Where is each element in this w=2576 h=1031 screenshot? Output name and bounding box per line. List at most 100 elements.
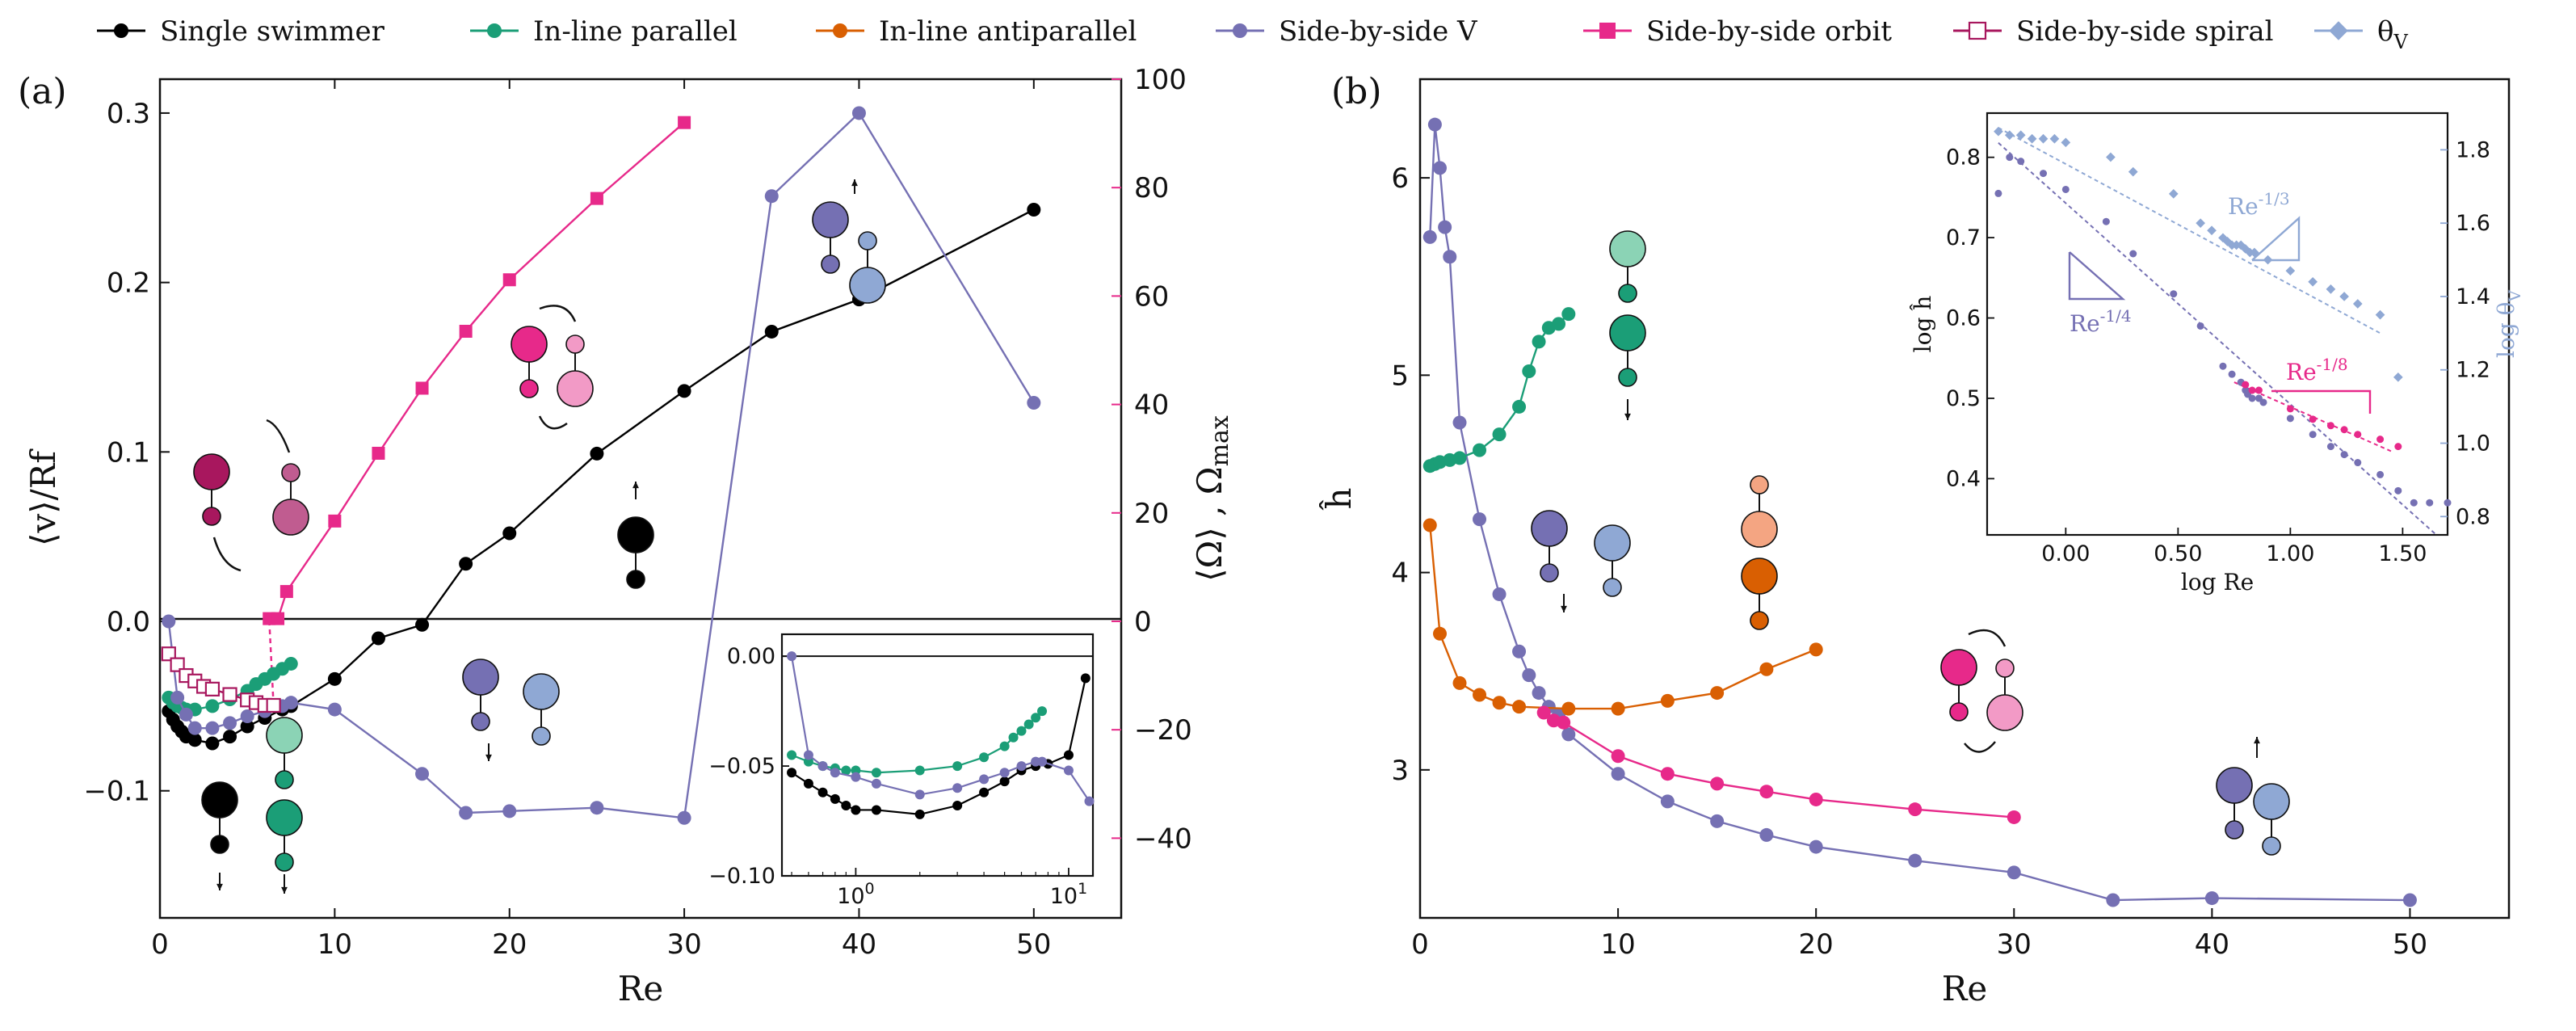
v-swimmer-left xyxy=(812,201,849,274)
a-point-side_spiral xyxy=(161,646,176,662)
a-point-side_v xyxy=(415,767,430,781)
arrow-up-head xyxy=(2254,737,2260,744)
inline-swimmer-follow xyxy=(1609,314,1646,387)
b-point-side_v xyxy=(1492,587,1507,601)
b-point-inline_antiparallel xyxy=(1759,662,1774,676)
a-ytick-right-label: 100 xyxy=(1134,64,1187,96)
inset-b-point-side_v xyxy=(2410,499,2418,507)
inset-b-slope-exponent: -1/4 xyxy=(2100,306,2132,326)
inset-a-point-side_v xyxy=(803,750,813,760)
inset-b-ytick-label: 0.8 xyxy=(1946,145,1981,170)
a-point-single xyxy=(415,617,430,632)
inset-b-point-theta xyxy=(2106,152,2116,162)
legend-marker-side_spiral xyxy=(1968,21,1987,40)
b-point-side_v xyxy=(1908,853,1923,868)
panel-a-ylabel: ⟨v⟩/Rf xyxy=(23,448,63,546)
inset-b-right-ylabel-sub: V xyxy=(2505,289,2524,302)
inset-a-xtick-label: 101 xyxy=(1050,880,1087,909)
swimmer-small-sphere xyxy=(210,835,229,854)
rotation-arrow xyxy=(1964,741,1996,753)
arrow-down-head xyxy=(281,886,288,894)
swimmer-large-sphere xyxy=(812,201,849,238)
b-point-side_v xyxy=(1532,686,1546,701)
swimmer-large-sphere xyxy=(1741,558,1778,595)
inset-b-point-theta xyxy=(2326,284,2336,294)
inset-b-ytick-label: 0.7 xyxy=(1946,225,1981,250)
panel-a-axes: 0 10 20 30 40 50−0.10.00.10.20.3−40−200204060… xyxy=(83,64,1191,961)
a-point-side_orbit xyxy=(590,191,603,205)
inset-b-ytick-right-label: 1.8 xyxy=(2456,137,2490,162)
b-point-side_orbit xyxy=(1611,749,1625,764)
panel-a-label: (a) xyxy=(18,71,67,112)
a-ytick-right-label: 80 xyxy=(1134,172,1169,204)
swimmer-small-sphere xyxy=(2262,836,2281,856)
inset-a-point-inline_parallel xyxy=(1008,732,1019,743)
inset-b-point-theta xyxy=(2339,292,2349,301)
swimmer-small-sphere xyxy=(281,463,300,482)
inset-b-point-side_orbit xyxy=(2376,436,2385,444)
b-xtick-label: 10 xyxy=(1600,928,1635,961)
a-point-single xyxy=(240,719,254,734)
a-point-single xyxy=(1027,202,1041,217)
v-swimmer-right xyxy=(849,231,886,304)
panel-a-right-ylabel: ⟨Ω⟩ , Ωmax xyxy=(1190,415,1234,582)
a-xtick-label: 0 xyxy=(151,928,169,961)
a-ytick-right-label: −40 xyxy=(1134,823,1192,855)
b-xtick-label: 40 xyxy=(2195,928,2229,961)
inset-b-point-theta xyxy=(2015,130,2026,141)
inset-a-point-inline_parallel xyxy=(1016,726,1027,736)
panel-b-inset: 0.00 0.50 1.00 1.50 0.4 0.5 0.6 0.7 0.8 0.8 1.0 1.2… xyxy=(1910,112,2524,595)
legend: Single swimmer In-line parallel In-line an… xyxy=(97,15,2408,53)
b-point-side_v xyxy=(1710,814,1725,828)
swimmer-small-sphere xyxy=(1540,563,1559,583)
b-line-side_orbit xyxy=(1543,712,2015,818)
arrow-down-head xyxy=(1624,413,1631,420)
a-point-side_v xyxy=(284,696,298,710)
b-point-inline_antiparallel xyxy=(1561,701,1576,716)
inset-b-point-theta xyxy=(2027,133,2037,144)
b-point-side_orbit xyxy=(1710,776,1725,791)
inset-b-slope-exponent: -1/3 xyxy=(2259,189,2290,208)
inset-b-point-theta xyxy=(2004,130,2015,141)
a-point-side_v xyxy=(502,804,517,818)
inset-b-point-side_v xyxy=(2170,290,2178,298)
inset-b-ytick-right-label: 0.8 xyxy=(2456,504,2490,529)
inset-a-point-single xyxy=(1080,673,1090,684)
inset-a-point-inline_parallel xyxy=(914,765,925,776)
b-point-side_v xyxy=(1611,767,1625,781)
a-point-single xyxy=(677,384,691,398)
inset-b-point-side_orbit xyxy=(2286,405,2294,413)
inset-a-point-single xyxy=(914,809,925,819)
inset-b-point-side_v xyxy=(2309,431,2317,439)
legend-label-side_orbit: Side-by-side orbit xyxy=(1646,15,1892,48)
swimmer-small-sphere xyxy=(1618,368,1637,387)
b-point-inline_parallel xyxy=(1532,335,1546,349)
rotation-arrow xyxy=(539,305,577,322)
legend-label-side_v: Side-by-side V xyxy=(1279,15,1478,48)
a-xtick-label: 50 xyxy=(1016,928,1051,961)
inset-a-point-side_v xyxy=(1016,761,1027,772)
rotation-arrow xyxy=(1968,629,2007,647)
swimmer-small-sphere xyxy=(471,712,490,731)
b-line-inline_parallel xyxy=(1429,313,1570,467)
a-point-side_v xyxy=(240,709,254,723)
inset-b-point-side_v xyxy=(2061,185,2070,193)
arrow-down-head xyxy=(485,754,492,761)
a-point-side_orbit xyxy=(279,585,293,599)
inset-b-ytick-label: 0.5 xyxy=(1946,386,1981,411)
inset-a-point-side_v xyxy=(1037,756,1048,767)
v-swimmer-left xyxy=(1531,510,1568,583)
inset-b-point-side_v xyxy=(2248,394,2256,402)
swimmer-large-sphere xyxy=(266,717,303,754)
a-point-side_v xyxy=(1027,396,1041,410)
a-point-side_orbit xyxy=(502,273,516,287)
a-ytick-right-label: −20 xyxy=(1134,714,1192,747)
swimmer-large-sphere xyxy=(511,326,548,363)
inset-b-point-theta xyxy=(2196,218,2205,229)
inset-b-point-theta xyxy=(2375,309,2385,320)
inset-a-point-single xyxy=(803,778,813,789)
a-point-side_v xyxy=(223,716,237,730)
b-xtick-label: 30 xyxy=(1997,928,2032,961)
v-swimmer-right xyxy=(523,673,560,746)
inset-b-point-side_v xyxy=(2444,499,2452,507)
